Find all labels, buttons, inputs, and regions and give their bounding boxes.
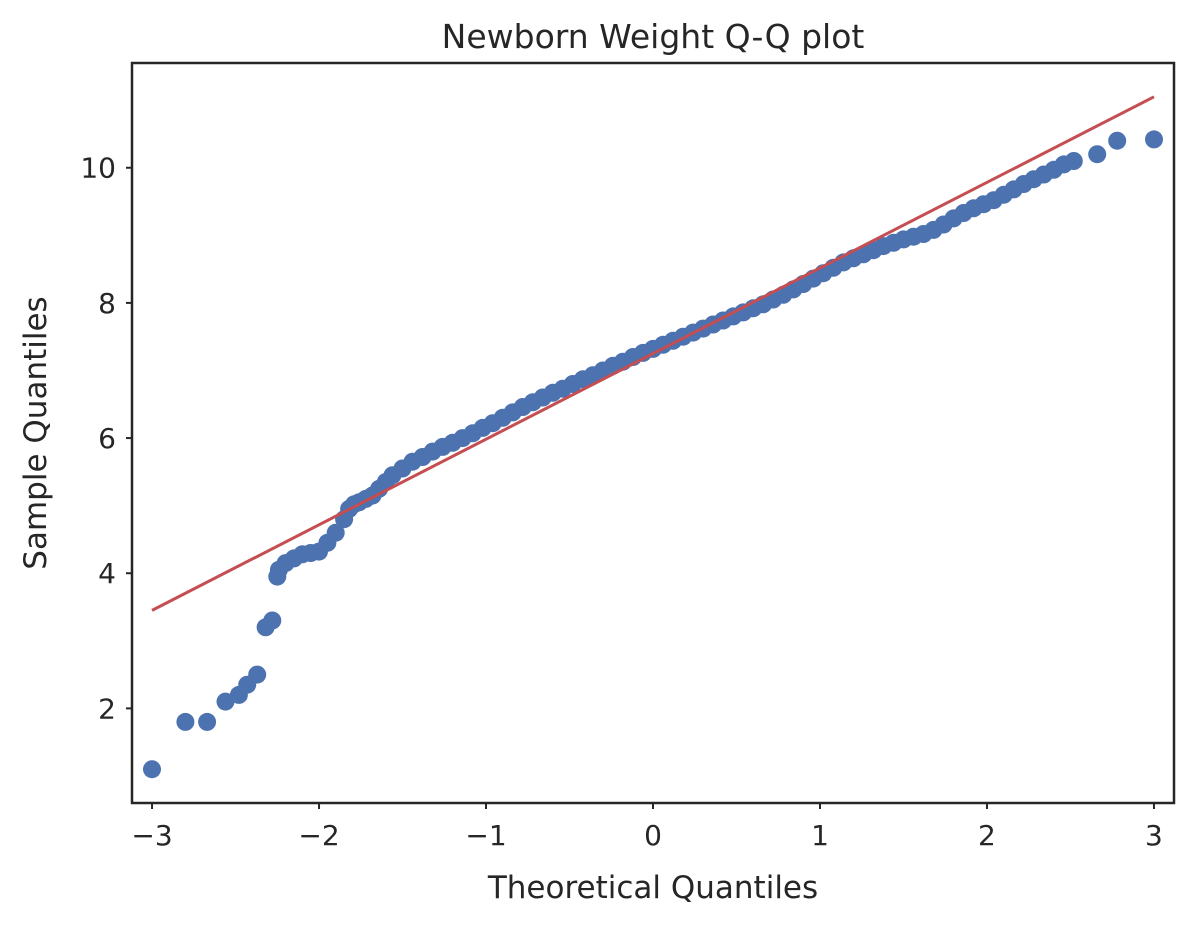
data-point — [1088, 145, 1107, 164]
x-tick-label: −3 — [131, 819, 172, 852]
x-tick-label: −1 — [465, 819, 506, 852]
y-tick-label: 10 — [80, 152, 116, 185]
x-tick-label: 2 — [978, 819, 996, 852]
y-axis: 2 4 6 8 10 — [80, 152, 132, 725]
data-point — [1108, 131, 1127, 150]
data-point — [143, 760, 161, 779]
data-point — [216, 692, 235, 711]
y-tick-label: 2 — [98, 692, 116, 725]
data-point — [176, 712, 195, 731]
data-point — [263, 611, 282, 630]
y-tick-label: 8 — [98, 287, 116, 320]
y-tick-label: 4 — [98, 557, 116, 590]
x-tick-label: 3 — [1145, 819, 1163, 852]
reference-line — [151, 95, 1155, 612]
x-tick-label: 1 — [811, 819, 829, 852]
x-tick-label: −2 — [298, 819, 339, 852]
data-point — [248, 665, 267, 684]
data-points — [143, 130, 1163, 779]
plot-area — [130, 61, 1176, 805]
x-axis: −3 −2 −1 0 1 2 3 — [131, 803, 1163, 852]
plot-frame — [130, 61, 1176, 805]
chart-title: Newborn Weight Q-Q plot — [442, 17, 865, 56]
data-point — [326, 523, 345, 542]
data-point — [1145, 130, 1163, 149]
data-point — [1064, 152, 1083, 170]
x-axis-label: Theoretical Quantiles — [487, 870, 818, 906]
y-axis-label: Sample Quantiles — [18, 296, 54, 569]
x-tick-label: 0 — [644, 819, 662, 852]
data-point — [198, 712, 217, 731]
y-tick-label: 6 — [98, 422, 116, 455]
